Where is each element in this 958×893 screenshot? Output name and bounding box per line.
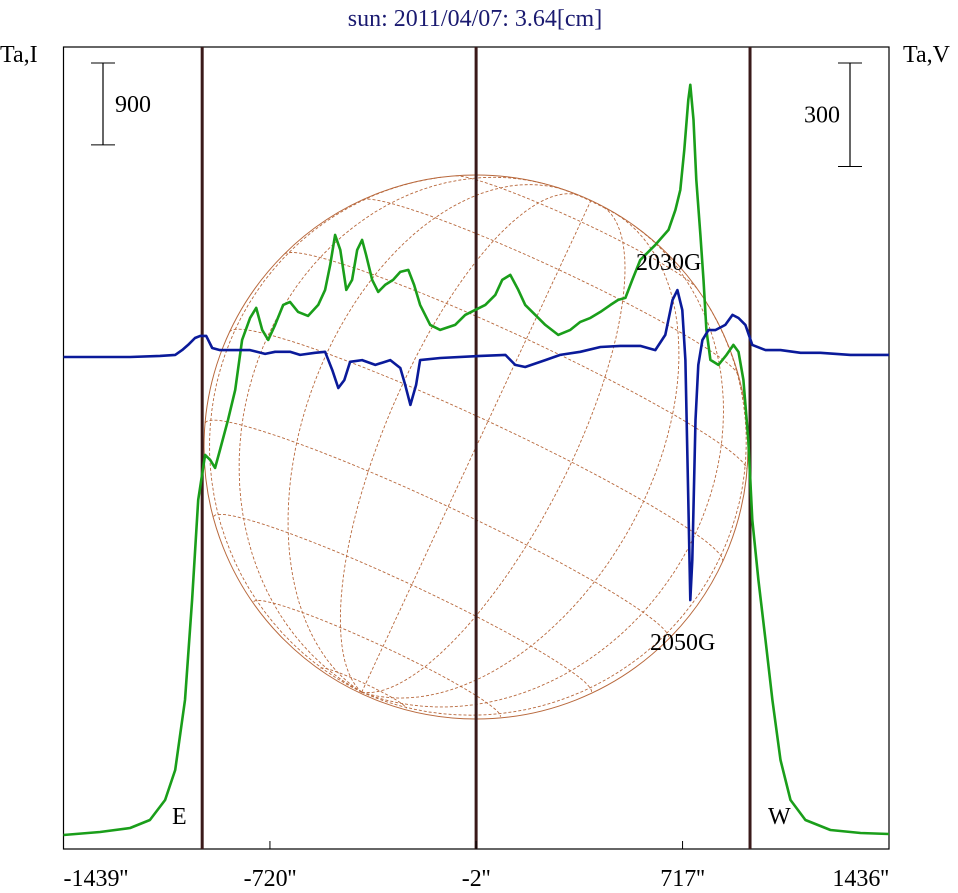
grid-curve <box>361 212 680 699</box>
grid-curve <box>229 328 724 563</box>
annotation: E <box>172 804 187 830</box>
grid-curve <box>361 200 592 693</box>
x-tick-label: -720'' <box>244 866 297 892</box>
grid-curve <box>320 667 407 709</box>
annotation: 2030G <box>636 250 701 276</box>
series-line <box>63 83 890 837</box>
annotation: W <box>768 804 791 830</box>
scale-bar-label: 300 <box>804 103 840 129</box>
grid-curve <box>361 206 626 694</box>
x-tick-label: -2'' <box>462 866 491 892</box>
grid-curve <box>284 252 748 470</box>
grid-curve <box>209 176 441 693</box>
grid-curve <box>339 193 578 693</box>
y2-axis-label: Ta,V <box>903 42 951 68</box>
annotation: 2050G <box>650 630 715 656</box>
y-axis-label: Ta,I <box>0 42 38 68</box>
grid-curve <box>362 198 739 376</box>
x-tick-label: 1436'' <box>832 866 889 892</box>
grid-curve <box>204 419 670 639</box>
grid-curve <box>253 599 501 717</box>
solar-disk-grid <box>203 174 749 720</box>
x-tick-label: 717'' <box>660 866 705 892</box>
x-tick-label: -1439'' <box>64 866 129 892</box>
scale-bar-label: 900 <box>115 92 151 118</box>
grid-curve <box>287 184 566 693</box>
chart-title: sun: 2011/04/07: 3.64[cm] <box>348 6 602 32</box>
grid-curve <box>455 175 698 289</box>
grid-curve <box>556 186 624 219</box>
grid-curve <box>213 513 593 693</box>
grid-curve <box>238 176 545 693</box>
series-line <box>63 288 889 602</box>
grid-curve <box>361 300 747 716</box>
